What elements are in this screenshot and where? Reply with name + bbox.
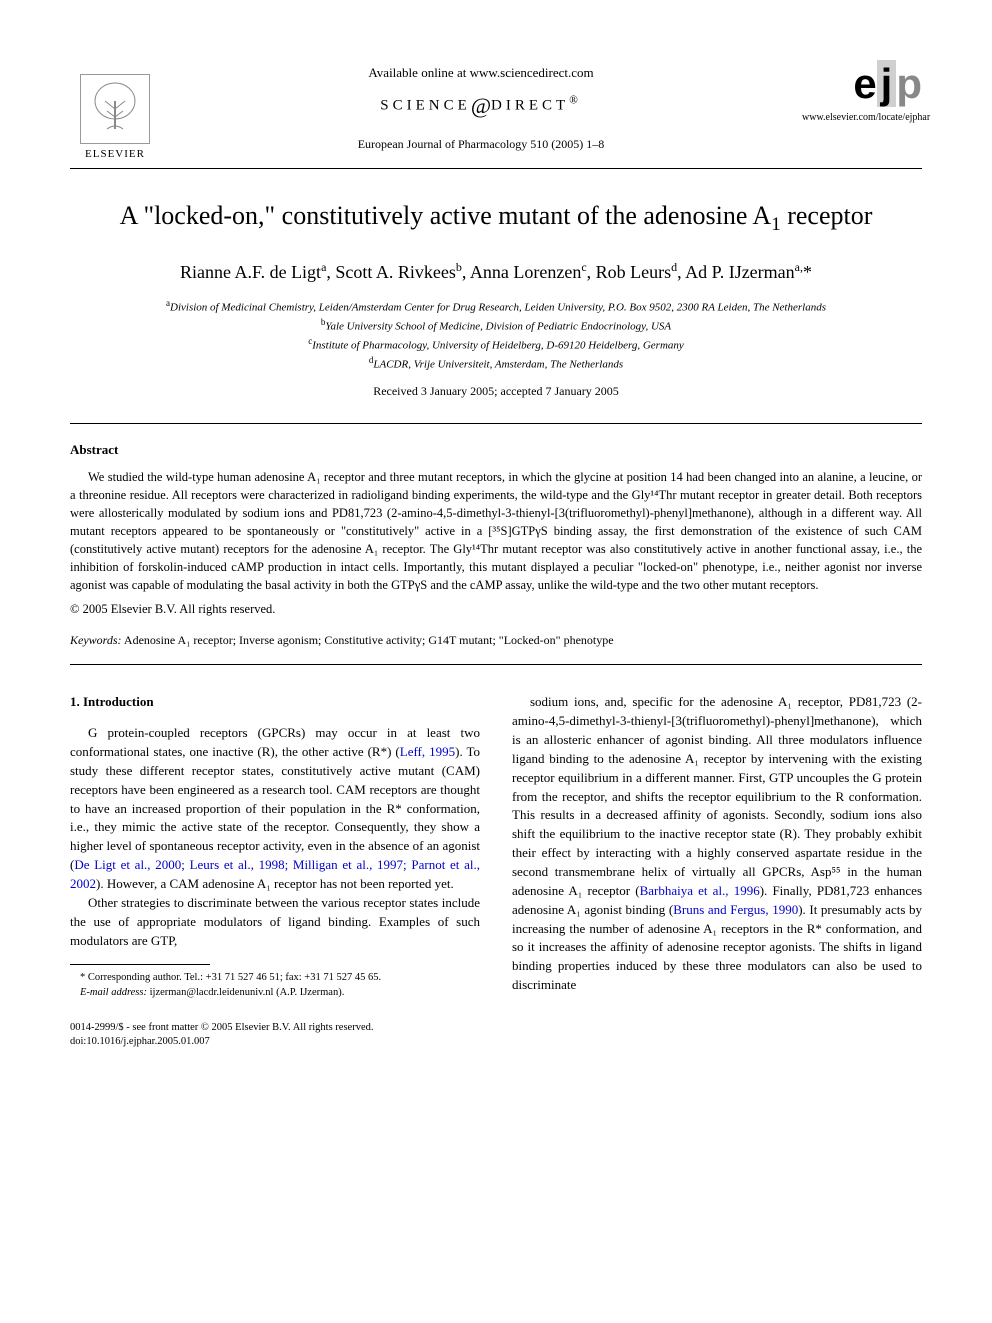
ejp-url: www.elsevier.com/locate/ejphar <box>802 112 922 123</box>
abstract-copyright: © 2005 Elsevier B.V. All rights reserved… <box>70 602 922 617</box>
corresponding-author-footnote: * Corresponding author. Tel.: +31 71 527… <box>70 971 480 1000</box>
keywords-rule <box>70 664 922 665</box>
abstract-top-rule <box>70 423 922 424</box>
affiliation-d: dLACDR, Vrije Universiteit, Amsterdam, T… <box>70 354 922 373</box>
received-dates: Received 3 January 2005; accepted 7 Janu… <box>70 384 922 399</box>
author-list: Rianne A.F. de Ligta, Scott A. Rivkeesb,… <box>180 262 812 282</box>
affiliation-a-text: Division of Medicinal Chemistry, Leiden/… <box>170 302 826 314</box>
cite-barbhaiya-1996[interactable]: Barbhaiya et al., 1996 <box>640 883 760 898</box>
affiliation-c: cInstitute of Pharmacology, University o… <box>70 335 922 354</box>
cite-leff-1995[interactable]: Leff, 1995 <box>400 744 455 759</box>
affiliation-b-text: Yale University School of Medicine, Divi… <box>325 321 671 333</box>
affiliation-d-text: LACDR, Vrije Universiteit, Amsterdam, Th… <box>373 359 623 371</box>
intro-p3: sodium ions, and, specific for the adeno… <box>512 693 922 995</box>
footnote-corr: * Corresponding author. Tel.: +31 71 527… <box>70 971 480 986</box>
page-footer: 0014-2999/$ - see front matter © 2005 El… <box>70 1021 922 1050</box>
title-pre: A "locked-on," constitutively active mut… <box>120 201 772 230</box>
keywords-text: Adenosine A₁ receptor; Inverse agonism; … <box>122 633 614 647</box>
sd-at-icon: @ <box>471 93 491 118</box>
keywords-label: Keywords: <box>70 633 122 647</box>
page-header: ELSEVIER Available online at www.science… <box>70 60 922 160</box>
ejp-mark-icon: ejp <box>802 60 922 108</box>
cite-bruns-fergus-1990[interactable]: Bruns and Fergus, 1990 <box>673 902 798 917</box>
affiliations: aDivision of Medicinal Chemistry, Leiden… <box>70 297 922 374</box>
article-title: A "locked-on," constitutively active mut… <box>70 199 922 238</box>
authors: Rianne A.F. de Ligta, Scott A. Rivkeesb,… <box>70 260 922 283</box>
intro-p3-a: sodium ions, and, specific for the adeno… <box>512 694 922 897</box>
abstract-body: We studied the wild-type human adenosine… <box>70 468 922 595</box>
sd-suffix: DIRECT <box>491 97 569 113</box>
sciencedirect-logo: SCIENCE@DIRECT® <box>160 93 802 119</box>
title-post: receptor <box>781 201 873 230</box>
affiliation-c-text: Institute of Pharmacology, University of… <box>312 340 684 352</box>
title-sub: 1 <box>771 214 781 235</box>
abstract-text: We studied the wild-type human adenosine… <box>70 468 922 595</box>
elsevier-logo: ELSEVIER <box>70 60 160 160</box>
keywords: Keywords: Adenosine A₁ receptor; Inverse… <box>70 633 922 648</box>
footnote-email-label: E-mail address: <box>80 987 147 998</box>
elsevier-label: ELSEVIER <box>85 148 145 160</box>
header-rule <box>70 168 922 169</box>
abstract-heading: Abstract <box>70 442 922 458</box>
footnote-email-line: E-mail address: ijzerman@lacdr.leidenuni… <box>70 986 480 1001</box>
footer-doi: doi:10.1016/j.ejphar.2005.01.007 <box>70 1035 922 1050</box>
available-online-text: Available online at www.sciencedirect.co… <box>160 65 802 81</box>
intro-p1: G protein-coupled receptors (GPCRs) may … <box>70 724 480 894</box>
footnote-email: ijzerman@lacdr.leidenuniv.nl (A.P. IJzer… <box>147 987 344 998</box>
elsevier-tree-icon <box>80 74 150 144</box>
header-center: Available online at www.sciencedirect.co… <box>160 60 802 152</box>
footnote-rule <box>70 964 210 965</box>
intro-p1-c: ). However, a CAM adenosine A₁ receptor … <box>96 876 454 891</box>
affiliation-a: aDivision of Medicinal Chemistry, Leiden… <box>70 297 922 316</box>
journal-citation: European Journal of Pharmacology 510 (20… <box>160 137 802 152</box>
introduction-heading: 1. Introduction <box>70 693 480 712</box>
body-columns: 1. Introduction G protein-coupled recept… <box>70 693 922 1000</box>
footer-front-matter: 0014-2999/$ - see front matter © 2005 El… <box>70 1021 922 1036</box>
sd-prefix: SCIENCE <box>380 97 471 113</box>
intro-p1-b: ). To study these different receptor sta… <box>70 744 480 872</box>
affiliation-b: bYale University School of Medicine, Div… <box>70 316 922 335</box>
ejp-logo: ejp www.elsevier.com/locate/ejphar <box>802 60 922 123</box>
intro-p2: Other strategies to discriminate between… <box>70 894 480 951</box>
